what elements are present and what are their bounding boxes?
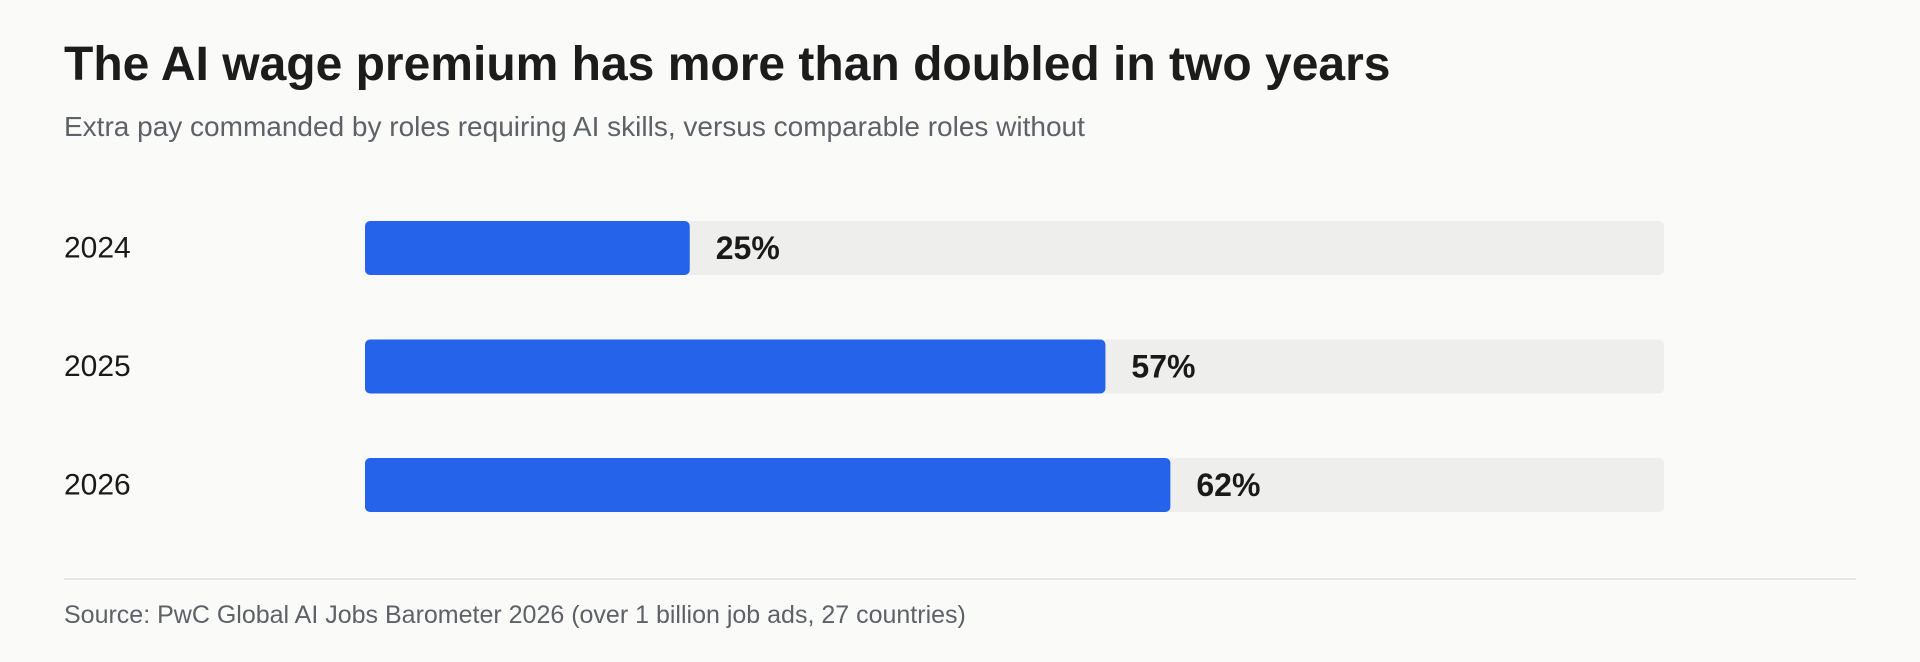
value-label: 57%	[1131, 349, 1195, 385]
bar-row: 2024 25%	[64, 221, 1664, 275]
category-label: 2024	[64, 232, 131, 265]
bars-layer: 2024 25% 2025 57% 2026 62%	[64, 221, 1664, 512]
bar	[365, 458, 1171, 512]
value-label: 62%	[1196, 467, 1260, 503]
chart-title: The AI wage premium has more than double…	[64, 38, 1391, 91]
value-label: 25%	[716, 230, 780, 266]
bar-row: 2025 57%	[64, 339, 1664, 394]
bar-row: 2026 62%	[64, 458, 1664, 512]
bar	[365, 339, 1106, 394]
footer-divider	[64, 578, 1856, 580]
chart-subtitle: Extra pay commanded by roles requiring A…	[64, 111, 1085, 142]
category-label: 2025	[64, 350, 131, 383]
source-note: Source: PwC Global AI Jobs Barometer 202…	[64, 601, 966, 629]
bar	[365, 221, 690, 275]
category-label: 2026	[64, 469, 131, 502]
